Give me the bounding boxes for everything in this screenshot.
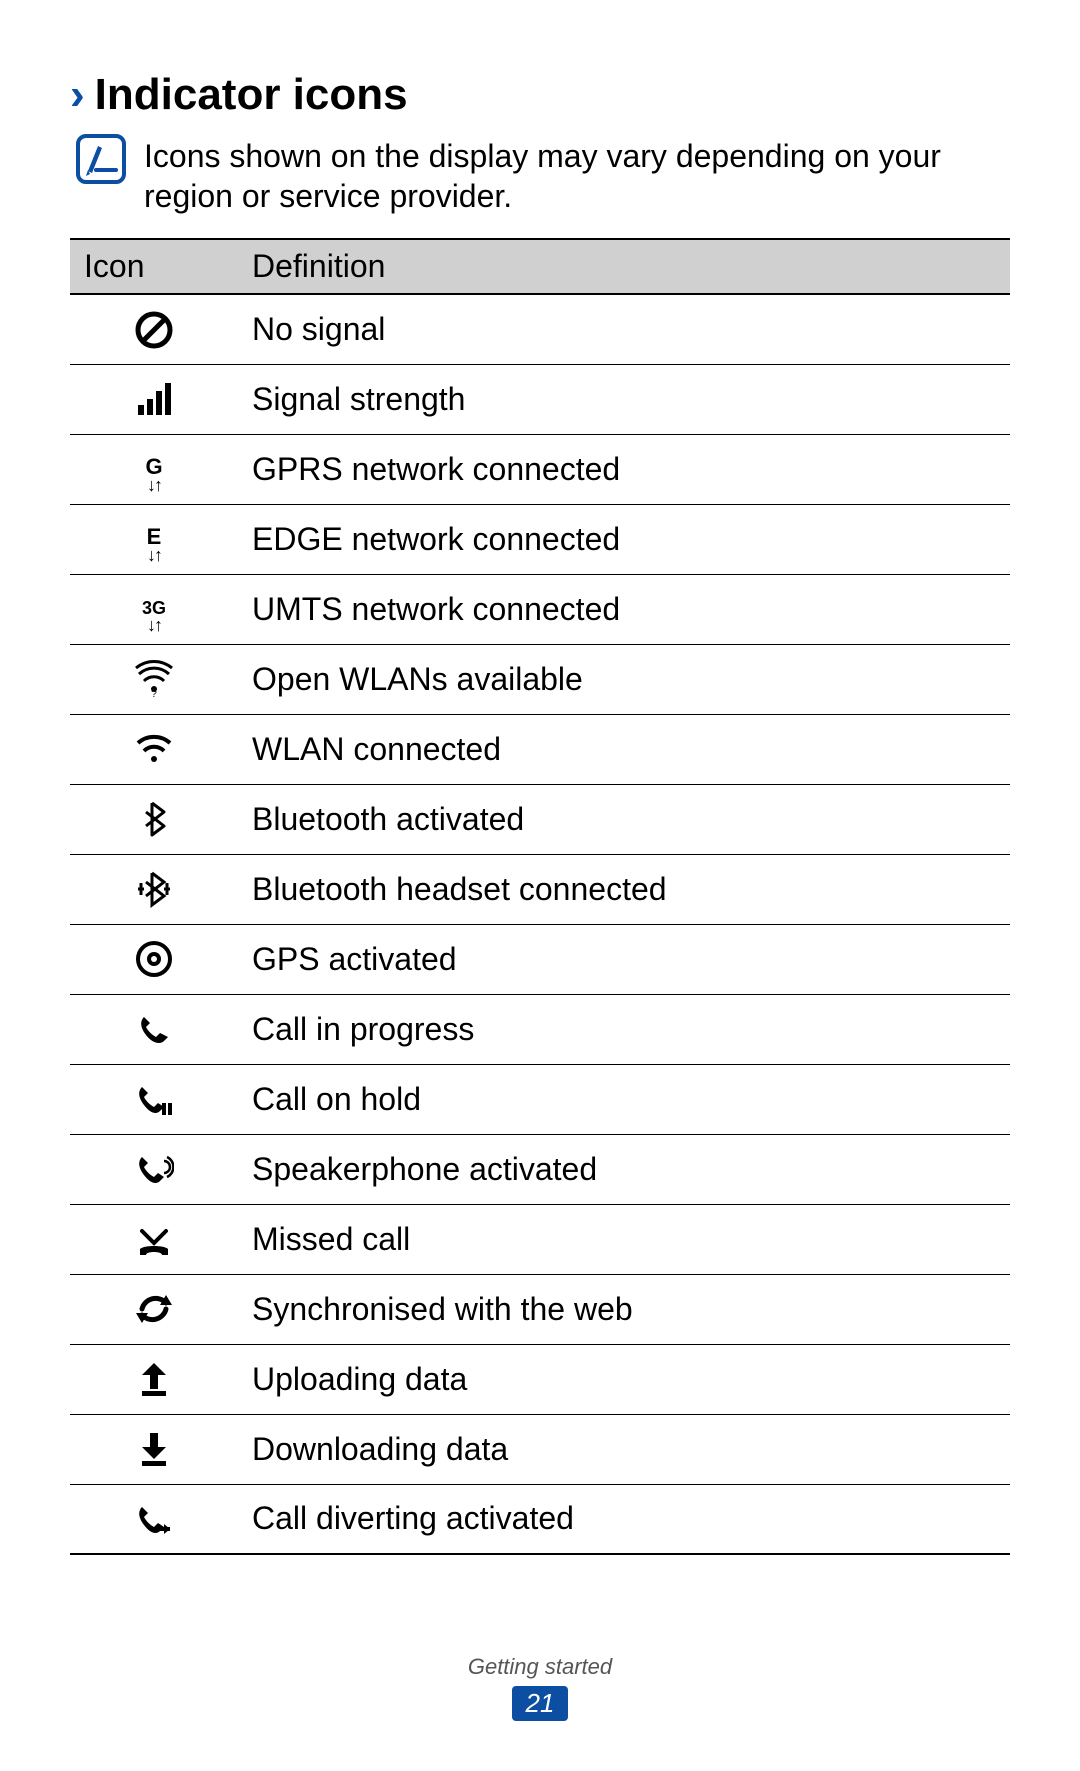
table-row: No signal bbox=[70, 294, 1010, 364]
call-divert-icon bbox=[70, 1484, 238, 1554]
call-icon bbox=[70, 994, 238, 1064]
table-row: Missed call bbox=[70, 1204, 1010, 1274]
sync-icon bbox=[70, 1274, 238, 1344]
heading-arrow-icon: › bbox=[70, 73, 85, 117]
definition-cell: Bluetooth headset connected bbox=[238, 854, 1010, 924]
table-row: E↓↑EDGE network connected bbox=[70, 504, 1010, 574]
table-row: G↓↑GPRS network connected bbox=[70, 434, 1010, 504]
missed-call-icon bbox=[70, 1204, 238, 1274]
footer-section-label: Getting started bbox=[0, 1654, 1080, 1680]
table-row: Signal strength bbox=[70, 364, 1010, 434]
definition-cell: Signal strength bbox=[238, 364, 1010, 434]
table-row: Call diverting activated bbox=[70, 1484, 1010, 1554]
definition-cell: GPS activated bbox=[238, 924, 1010, 994]
heading-title: Indicator icons bbox=[95, 70, 408, 120]
note-text: Icons shown on the display may vary depe… bbox=[144, 134, 1010, 216]
table-row: Bluetooth activated bbox=[70, 784, 1010, 854]
table-row: GPS activated bbox=[70, 924, 1010, 994]
header-icon: Icon bbox=[70, 239, 238, 294]
table-row: Speakerphone activated bbox=[70, 1134, 1010, 1204]
edge-icon: E↓↑ bbox=[70, 504, 238, 574]
note-icon bbox=[76, 134, 126, 184]
page-footer: Getting started 21 bbox=[0, 1654, 1080, 1721]
open-wlan-icon: ? bbox=[70, 644, 238, 714]
umts-icon: 3G↓↑ bbox=[70, 574, 238, 644]
no-signal-icon bbox=[70, 294, 238, 364]
definition-cell: Call on hold bbox=[238, 1064, 1010, 1134]
table-header-row: Icon Definition bbox=[70, 239, 1010, 294]
definition-cell: Call in progress bbox=[238, 994, 1010, 1064]
definition-cell: GPRS network connected bbox=[238, 434, 1010, 504]
call-hold-icon bbox=[70, 1064, 238, 1134]
table-row: ? Open WLANs available bbox=[70, 644, 1010, 714]
table-row: 3G↓↑UMTS network connected bbox=[70, 574, 1010, 644]
note-block: Icons shown on the display may vary depe… bbox=[76, 134, 1010, 216]
definition-cell: Missed call bbox=[238, 1204, 1010, 1274]
definition-cell: Uploading data bbox=[238, 1344, 1010, 1414]
definition-cell: Call diverting activated bbox=[238, 1484, 1010, 1554]
definition-cell: Open WLANs available bbox=[238, 644, 1010, 714]
svg-text:?: ? bbox=[151, 689, 157, 699]
page-number-badge: 21 bbox=[512, 1686, 569, 1721]
section-heading: › Indicator icons bbox=[70, 70, 1010, 120]
wlan-icon bbox=[70, 714, 238, 784]
indicator-table: Icon Definition No signalSignal strength… bbox=[70, 238, 1010, 1555]
signal-strength-icon bbox=[70, 364, 238, 434]
table-row: Bluetooth headset connected bbox=[70, 854, 1010, 924]
bt-headset-icon bbox=[70, 854, 238, 924]
definition-cell: WLAN connected bbox=[238, 714, 1010, 784]
download-icon bbox=[70, 1414, 238, 1484]
definition-cell: Bluetooth activated bbox=[238, 784, 1010, 854]
header-definition: Definition bbox=[238, 239, 1010, 294]
definition-cell: No signal bbox=[238, 294, 1010, 364]
speakerphone-icon bbox=[70, 1134, 238, 1204]
gps-icon bbox=[70, 924, 238, 994]
definition-cell: Speakerphone activated bbox=[238, 1134, 1010, 1204]
upload-icon bbox=[70, 1344, 238, 1414]
table-row: Uploading data bbox=[70, 1344, 1010, 1414]
table-row: Call on hold bbox=[70, 1064, 1010, 1134]
bluetooth-icon bbox=[70, 784, 238, 854]
table-row: Synchronised with the web bbox=[70, 1274, 1010, 1344]
table-row: Downloading data bbox=[70, 1414, 1010, 1484]
definition-cell: Synchronised with the web bbox=[238, 1274, 1010, 1344]
table-row: Call in progress bbox=[70, 994, 1010, 1064]
definition-cell: Downloading data bbox=[238, 1414, 1010, 1484]
table-row: WLAN connected bbox=[70, 714, 1010, 784]
gprs-icon: G↓↑ bbox=[70, 434, 238, 504]
definition-cell: UMTS network connected bbox=[238, 574, 1010, 644]
definition-cell: EDGE network connected bbox=[238, 504, 1010, 574]
